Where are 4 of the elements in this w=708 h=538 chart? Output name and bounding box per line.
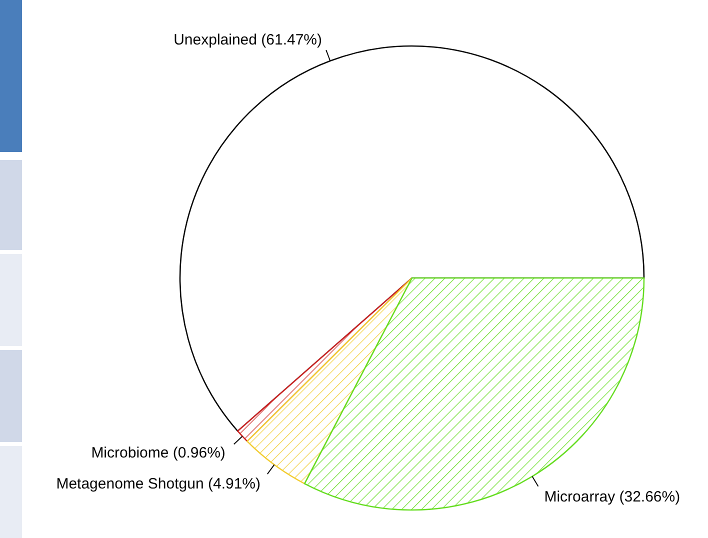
slice-label: Metagenome Shotgun (4.91%) <box>56 476 261 493</box>
slice-label: Microbiome (0.96%) <box>91 444 226 462</box>
slice-label: Unexplained (61.47%) <box>174 31 322 48</box>
slice-label: Microarray (32.66%) <box>544 488 680 506</box>
